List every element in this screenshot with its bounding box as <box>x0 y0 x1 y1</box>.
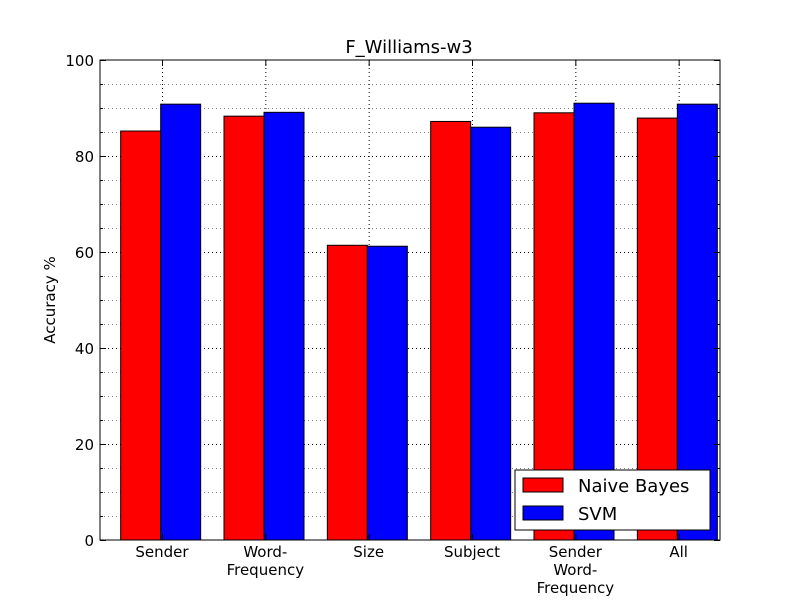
legend-swatch-naive-bayes <box>522 477 564 493</box>
chart-title: F_Williams-w3 <box>345 37 472 58</box>
x-tick-label: Size <box>353 543 384 561</box>
axis-ticks <box>100 60 720 541</box>
bar-naive-bayes <box>430 120 472 541</box>
bar-svm <box>573 102 615 541</box>
x-tick-label: Sender <box>549 543 603 561</box>
x-tick-label: Frequency <box>537 579 615 597</box>
x-tick-label: Sender <box>135 543 189 561</box>
y-tick-label: 60 <box>75 244 94 262</box>
bars <box>120 102 718 541</box>
legend-swatch-svm <box>522 505 564 521</box>
bar-naive-bayes <box>223 115 265 541</box>
bar-svm <box>366 245 408 541</box>
y-axis-label: Accuracy % <box>41 256 59 344</box>
x-tick-label: Frequency <box>227 561 305 579</box>
bar-naive-bayes <box>326 244 368 541</box>
x-tick-label: Word- <box>243 543 287 561</box>
x-tick-label: Word- <box>553 561 597 579</box>
y-tick-labels: 0 20 40 60 80 100 <box>65 52 94 550</box>
legend-label: Naive Bayes <box>578 476 689 497</box>
bar-svm <box>470 126 512 541</box>
bar-naive-bayes <box>120 130 162 541</box>
legend: Naive Bayes SVM <box>514 469 711 531</box>
x-tick-label: All <box>669 543 688 561</box>
x-tick-label: Subject <box>444 543 500 561</box>
bar-svm <box>160 103 202 541</box>
y-tick-label: 100 <box>65 52 94 70</box>
y-tick-label: 40 <box>75 340 94 358</box>
legend-label: SVM <box>578 504 617 525</box>
y-tick-label: 20 <box>75 436 94 454</box>
bar-svm <box>263 111 305 541</box>
y-tick-label: 80 <box>75 148 94 166</box>
y-tick-label: 0 <box>84 532 94 550</box>
